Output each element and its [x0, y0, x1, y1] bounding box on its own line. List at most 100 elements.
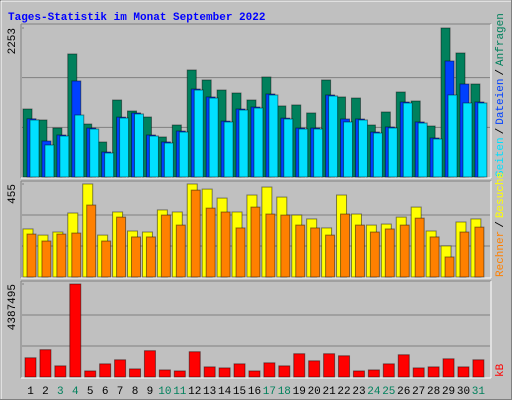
bar [397, 354, 410, 378]
bar [44, 144, 55, 178]
bar [104, 152, 115, 178]
x-tick-label: 16 [248, 386, 261, 398]
x-tick-label: 26 [397, 386, 410, 398]
bar [163, 142, 174, 178]
bar [308, 360, 321, 378]
x-tick-label: 11 [173, 386, 187, 398]
bar [205, 207, 216, 278]
legend: Seiten / Dateien / Anfragen [495, 13, 507, 177]
bar [429, 236, 440, 278]
x-tick-label: 2 [42, 386, 49, 398]
bar [367, 369, 380, 378]
bar [268, 94, 279, 178]
bar [175, 224, 186, 278]
bar [101, 240, 112, 278]
bar [86, 204, 97, 278]
bar [459, 231, 470, 278]
bar [188, 351, 201, 378]
bar [382, 363, 395, 378]
panel [21, 281, 491, 378]
bar [208, 97, 219, 178]
bar [340, 213, 351, 278]
x-tick-label: 7 [117, 386, 124, 398]
bar [193, 89, 204, 178]
x-tick-label: 1 [27, 386, 34, 398]
x-tick-label: 4 [72, 386, 79, 398]
legend: kB [495, 363, 507, 377]
bar [338, 355, 351, 378]
bar [328, 95, 339, 178]
x-tick-label: 27 [412, 386, 425, 398]
x-tick-label: 14 [218, 386, 232, 398]
bar [238, 109, 249, 178]
x-tick-label: 28 [427, 386, 440, 398]
bar [477, 102, 488, 178]
bar [56, 233, 67, 278]
bar [131, 236, 142, 278]
x-tick-label: 31 [472, 386, 486, 398]
bar [148, 135, 159, 178]
x-tick-label: 19 [293, 386, 306, 398]
bar [26, 233, 37, 278]
bar [414, 217, 425, 278]
legend: Rechner / Besuche [495, 172, 507, 277]
legend-entry: Besuche [495, 172, 507, 218]
legend-entry: Dateien [495, 79, 507, 125]
x-tick-label: 5 [87, 386, 94, 398]
bar [145, 236, 156, 278]
y-tick-label: 4387495 [7, 284, 19, 330]
x-tick-label: 6 [102, 386, 109, 398]
bar [71, 232, 82, 278]
bar [432, 138, 443, 178]
x-tick-label: 3 [57, 386, 64, 398]
x-tick-label: 22 [337, 386, 350, 398]
x-tick-label: 20 [308, 386, 321, 398]
legend-entry: Rechner [495, 231, 507, 277]
y-tick-label: 455 [7, 184, 19, 204]
bar [233, 363, 246, 378]
bar [220, 211, 231, 278]
bar [29, 119, 40, 178]
bar [293, 353, 306, 378]
bar [283, 118, 294, 178]
bar [280, 214, 291, 278]
bar [84, 370, 97, 378]
bar [384, 228, 395, 278]
bar [119, 117, 130, 178]
bar [59, 135, 70, 178]
bar [160, 214, 171, 278]
bar [310, 227, 321, 278]
bar [472, 359, 485, 378]
bar [313, 128, 324, 178]
x-tick-label: 23 [352, 386, 365, 398]
x-tick-label: 13 [203, 386, 216, 398]
x-tick-label: 9 [147, 386, 154, 398]
chart-title: Tages-Statistik im Monat September 2022 [8, 12, 265, 24]
bar [134, 113, 145, 178]
bar [235, 227, 246, 278]
bar [462, 102, 473, 178]
bar [143, 350, 156, 378]
legend-entry: Seiten [495, 137, 507, 177]
bar [444, 256, 455, 278]
bar [298, 128, 309, 178]
x-tick-label: 8 [132, 386, 139, 398]
bar [173, 370, 186, 378]
bar [218, 367, 231, 378]
legend-entry: Anfragen [495, 13, 507, 66]
bar [474, 226, 485, 278]
bar [263, 362, 276, 378]
bar [129, 368, 142, 378]
x-tick-label: 10 [158, 386, 171, 398]
bar [158, 369, 171, 378]
bar [369, 231, 380, 278]
bar [427, 366, 440, 378]
bar [250, 206, 261, 278]
x-tick-label: 21 [322, 386, 336, 398]
bar [387, 127, 398, 178]
bar [457, 366, 470, 378]
bar [447, 94, 458, 178]
y-tick-label: 2253 [7, 28, 19, 54]
legend-separator: / [495, 69, 507, 76]
